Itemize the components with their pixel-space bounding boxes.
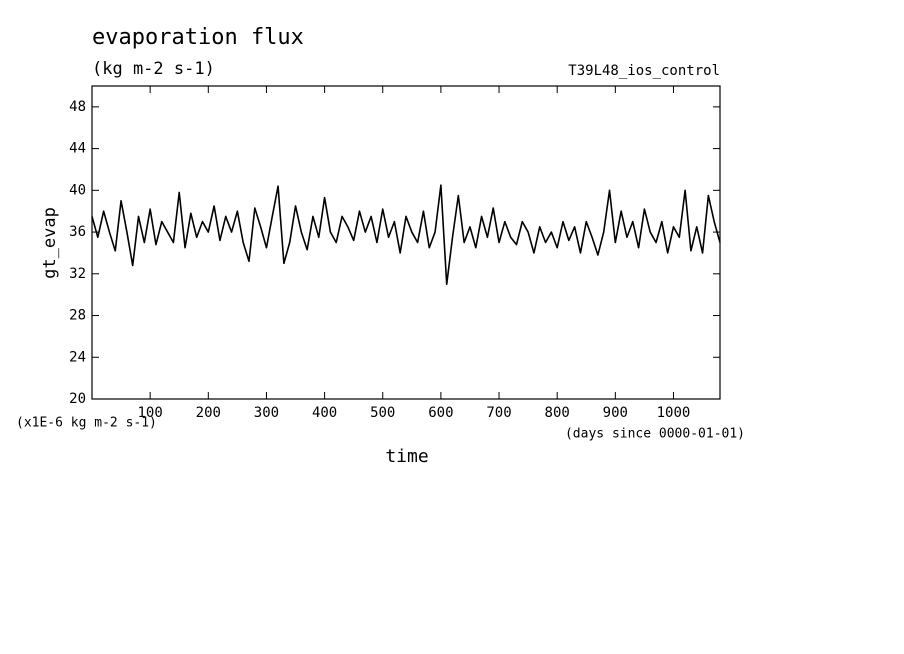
- y-tick-label: 40: [69, 182, 86, 198]
- y-tick-label: 20: [69, 391, 86, 407]
- x-tick-label: 1000: [657, 405, 691, 421]
- y-tick-label: 48: [69, 99, 86, 115]
- x-tick-label: 200: [196, 405, 221, 421]
- x-tick-label: 800: [545, 405, 570, 421]
- x-tick-label: 300: [254, 405, 279, 421]
- y-units: (x1E-6 kg m-2 s-1): [16, 416, 157, 431]
- data-line: [91, 184, 721, 286]
- x-tick-label: 400: [312, 405, 337, 421]
- y-tick-label: 24: [69, 349, 86, 365]
- y-tick-label: 28: [69, 308, 86, 324]
- x-tick-label: 700: [486, 405, 511, 421]
- x-tick-label: 900: [603, 405, 628, 421]
- x-tick-label: 100: [137, 405, 162, 421]
- y-axis-label: gt_evap: [40, 207, 60, 279]
- y-tick-label: 36: [69, 224, 86, 240]
- x-units: (days since 0000-01-01): [565, 427, 745, 442]
- annotation: T39L48_ios_control: [568, 63, 720, 79]
- x-tick-label: 600: [428, 405, 453, 421]
- x-axis-label: time: [385, 446, 428, 467]
- subtitle: (kg m-2 s-1): [92, 59, 215, 79]
- chart-title: evaporation flux: [92, 25, 304, 50]
- x-tick-label: 500: [370, 405, 395, 421]
- y-tick-label: 44: [69, 141, 86, 157]
- y-tick-label: 32: [69, 266, 86, 282]
